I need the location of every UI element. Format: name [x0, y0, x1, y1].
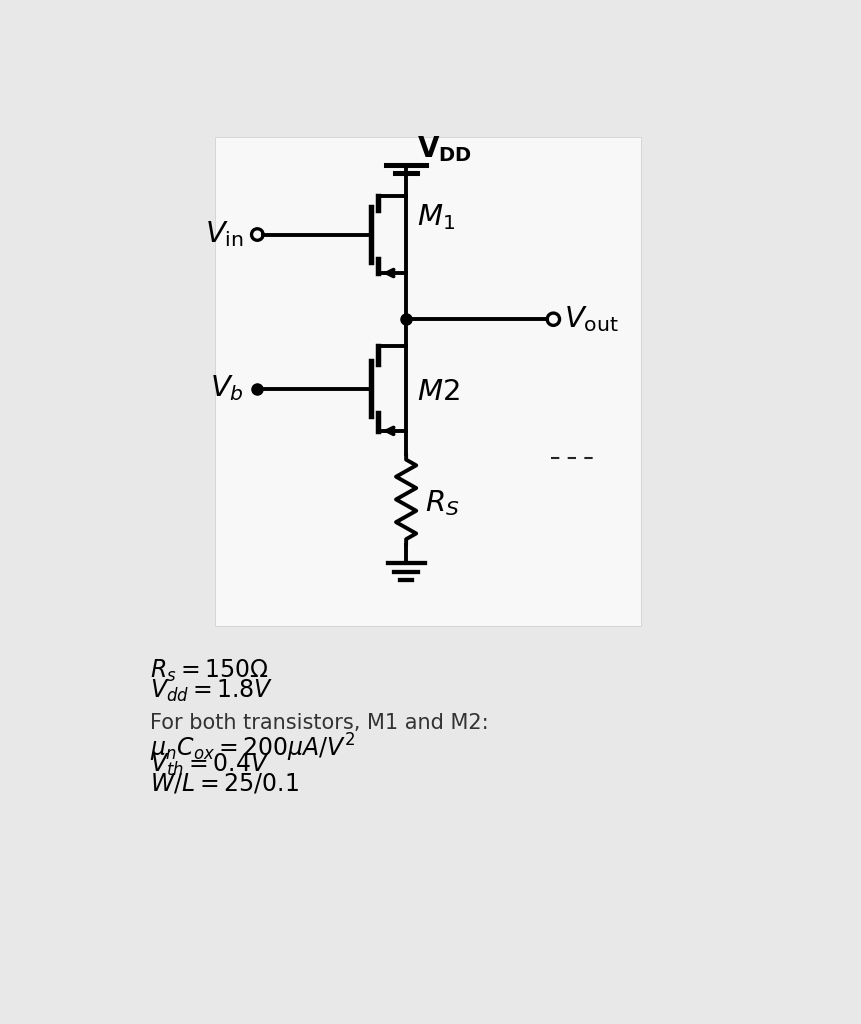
Text: $V_{\mathrm{out}}$: $V_{\mathrm{out}}$	[564, 304, 618, 334]
Text: $V_{dd} = 1.8V$: $V_{dd} = 1.8V$	[150, 678, 274, 705]
FancyBboxPatch shape	[214, 137, 641, 626]
Text: $R_s = 150\Omega$: $R_s = 150\Omega$	[150, 658, 269, 684]
Text: $V_{th} = 0.4V$: $V_{th} = 0.4V$	[150, 752, 270, 778]
Text: $V_{\mathrm{in}}$: $V_{\mathrm{in}}$	[205, 219, 244, 250]
Text: $M_1$: $M_1$	[417, 203, 455, 232]
Text: $\mu_n C_{ox} = 200\mu A/V^2$: $\mu_n C_{ox} = 200\mu A/V^2$	[150, 732, 356, 764]
Text: $W/L = 25/0.1$: $W/L = 25/0.1$	[150, 772, 299, 796]
Text: For both transistors, M1 and M2:: For both transistors, M1 and M2:	[150, 714, 488, 733]
Text: $R_S$: $R_S$	[425, 488, 460, 518]
Text: $\mathbf{V}_{\mathbf{DD}}$: $\mathbf{V}_{\mathbf{DD}}$	[417, 134, 472, 164]
Text: $M2$: $M2$	[417, 379, 459, 407]
Text: $V_b$: $V_b$	[210, 374, 244, 403]
